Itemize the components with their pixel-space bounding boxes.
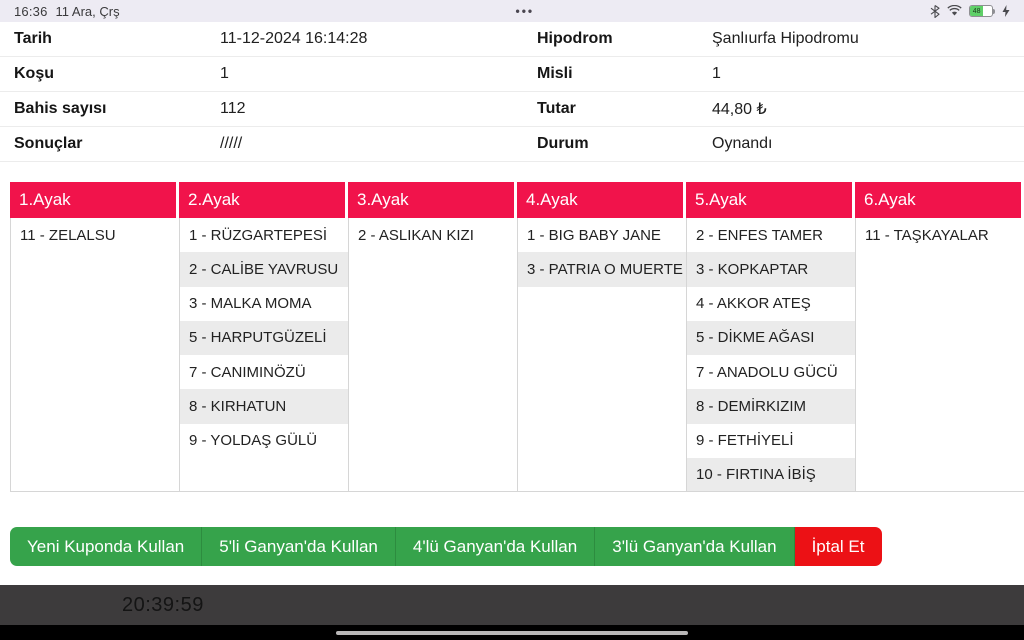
info-value: 44,80 ₺ <box>712 101 767 118</box>
home-indicator[interactable] <box>336 630 688 635</box>
horse-cell: 1 - BIG BABY JANE <box>527 226 661 244</box>
horse-cell: 2 - ENFES TAMER <box>696 226 823 244</box>
horse-cell: 10 - FIRTINA İBİŞ <box>687 457 855 491</box>
control-center-handle-icon: ••• <box>515 4 535 18</box>
horse-cell: 5 - DİKME AĞASI <box>687 320 855 355</box>
horse-cell: 5 - HARPUTGÜZELİ <box>180 320 348 355</box>
battery-icon: 48 <box>969 5 995 17</box>
horse-cell: 7 - CANIMINÖZÜ <box>189 363 306 381</box>
info-label: Koşu <box>14 65 54 82</box>
horse-cell: 3 - MALKA MOMA <box>189 295 312 313</box>
horse-cell: 7 - ANADOLU GÜCÜ <box>696 363 838 381</box>
info-value: 112 <box>220 100 246 117</box>
info-label: Hipodrom <box>537 30 613 47</box>
countdown-timer: 20:39:59 <box>122 593 204 616</box>
leg-column-header: 6.Ayak <box>855 182 1024 218</box>
charging-icon <box>1002 5 1010 17</box>
leg-column-header: 5.Ayak <box>686 182 855 218</box>
horse-cell: 2 - ASLIKAN KIZI <box>358 226 474 244</box>
battery-level: 48 <box>970 6 984 16</box>
info-label: Bahis sayısı <box>14 100 107 117</box>
info-row: Sonuçlar ///// Durum Oynandı <box>0 127 1024 162</box>
info-label: Tutar <box>537 100 576 117</box>
use-coupon-button[interactable]: 4'lü Ganyan'da Kullan <box>395 527 596 566</box>
leg-column: 4.Ayak 1 - BIG BABY JANE 3 - PATRIA O MUE… <box>517 182 686 492</box>
system-nav-bar <box>0 625 1024 640</box>
info-row: Tarih 11-12-2024 16:14:28 Hipodrom Şanlı… <box>0 22 1024 57</box>
use-coupon-button[interactable]: 5'li Ganyan'da Kullan <box>202 527 396 566</box>
status-date: 11 Ara, Çrş <box>55 3 120 19</box>
leg-column: 3.Ayak 2 - ASLIKAN KIZI <box>348 182 517 492</box>
leg-column: 2.Ayak 1 - RÜZGARTEPESİ 2 - CALİBE YAVRUS… <box>179 182 348 492</box>
info-label: Tarih <box>14 30 52 47</box>
info-row: Bahis sayısı 112 Tutar 44,80 ₺ <box>0 92 1024 127</box>
coupon-actions: Yeni Kuponda Kullan 5'li Ganyan'da Kullan… <box>10 527 882 566</box>
status-time: 16:36 <box>14 3 48 19</box>
leg-column-header: 3.Ayak <box>348 182 517 218</box>
horse-cell: 9 - FETHİYELİ <box>696 432 794 450</box>
cancel-bet-button[interactable]: İptal Et <box>794 527 882 566</box>
leg-column: 6.Ayak 11 - TAŞKAYALAR <box>855 182 1024 492</box>
leg-column-header: 1.Ayak <box>10 182 179 218</box>
info-value: 1 <box>220 65 229 82</box>
horse-cell: 11 - TAŞKAYALAR <box>865 226 989 244</box>
horse-cell: 3 - PATRIA O MUERTE <box>518 252 686 287</box>
horse-cell: 11 - ZELALSU <box>20 226 116 244</box>
horse-cell: 1 - RÜZGARTEPESİ <box>189 226 328 244</box>
leg-column: 5.Ayak 2 - ENFES TAMER 3 - KOPKAPTAR 4 - A… <box>686 182 855 492</box>
info-value: ///// <box>220 135 243 152</box>
horse-cell: 8 - DEMİRKIZIM <box>687 389 855 424</box>
leg-column-header: 2.Ayak <box>179 182 348 218</box>
info-label: Durum <box>537 135 589 152</box>
leg-column-body: 11 - ZELALSU <box>10 218 179 492</box>
leg-column-body: 11 - TAŞKAYALAR <box>855 218 1024 492</box>
info-row: Koşu 1 Misli 1 <box>0 57 1024 92</box>
use-coupon-button[interactable]: Yeni Kuponda Kullan <box>10 527 203 566</box>
leg-column-body: 1 - RÜZGARTEPESİ 2 - CALİBE YAVRUSU 3 - MA… <box>179 218 348 492</box>
info-value: 11-12-2024 16:14:28 <box>220 30 368 47</box>
info-value: Şanlıurfa Hipodromu <box>712 30 859 47</box>
status-bar: 16:36 11 Ara, Çrş ••• 48 <box>0 0 1024 22</box>
horse-cell: 8 - KIRHATUN <box>180 389 348 424</box>
info-label: Misli <box>537 65 573 82</box>
legs-table-scroll[interactable]: 1.Ayak 11 - ZELALSU 2.Ayak 1 - RÜZGARTEP… <box>10 182 1024 492</box>
leg-column-header: 4.Ayak <box>517 182 686 218</box>
horse-cell: 4 - AKKOR ATEŞ <box>696 295 811 313</box>
legs-table: 1.Ayak 11 - ZELALSU 2.Ayak 1 - RÜZGARTEP… <box>10 182 1024 492</box>
info-value: Oynandı <box>712 135 773 152</box>
info-value: 1 <box>712 65 721 82</box>
bluetooth-icon <box>930 4 940 18</box>
horse-cell: 9 - YOLDAŞ GÜLÜ <box>189 432 318 450</box>
leg-column-body: 1 - BIG BABY JANE 3 - PATRIA O MUERTE <box>517 218 686 492</box>
leg-column-body: 2 - ENFES TAMER 3 - KOPKAPTAR 4 - AKKOR AT… <box>686 218 855 492</box>
wifi-icon <box>947 5 962 17</box>
use-coupon-button[interactable]: 3'lü Ganyan'da Kullan <box>595 527 795 566</box>
timer-bar: 20:39:59 <box>0 585 1024 625</box>
leg-column: 1.Ayak 11 - ZELALSU <box>10 182 179 492</box>
info-label: Sonuçlar <box>14 135 83 152</box>
horse-cell: 3 - KOPKAPTAR <box>687 252 855 287</box>
leg-column-body: 2 - ASLIKAN KIZI <box>348 218 517 492</box>
bet-info-table: Tarih 11-12-2024 16:14:28 Hipodrom Şanlı… <box>0 22 1024 162</box>
horse-cell: 2 - CALİBE YAVRUSU <box>180 252 348 287</box>
